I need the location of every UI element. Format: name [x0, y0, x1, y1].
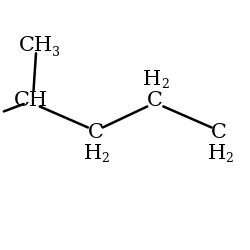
Text: C: C: [147, 91, 162, 110]
Text: CH: CH: [14, 91, 48, 110]
Text: H: H: [143, 70, 161, 89]
Text: 2: 2: [225, 152, 233, 165]
Text: H: H: [208, 144, 226, 163]
Text: 2: 2: [161, 78, 169, 91]
Text: 2: 2: [102, 152, 110, 165]
Text: H: H: [84, 144, 102, 163]
Text: 3: 3: [52, 46, 60, 59]
Text: CH: CH: [19, 36, 53, 56]
Text: C: C: [88, 123, 103, 142]
Text: C: C: [211, 123, 227, 142]
